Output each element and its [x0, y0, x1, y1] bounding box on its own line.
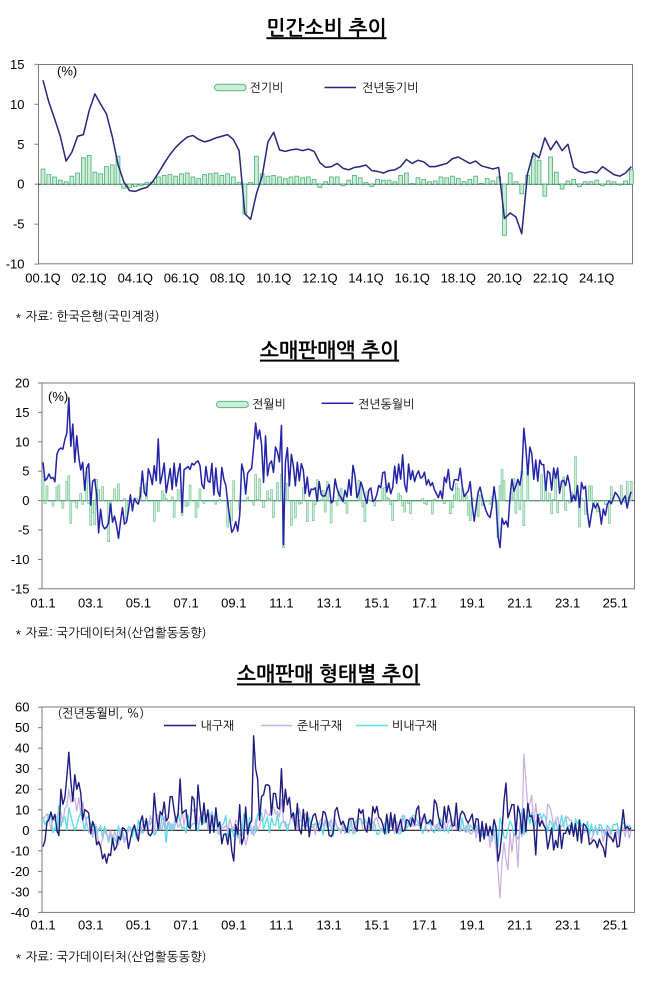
- svg-text:10: 10: [15, 802, 29, 817]
- svg-text:-40: -40: [11, 905, 30, 920]
- svg-text:23.1: 23.1: [555, 596, 580, 611]
- svg-text:14.1Q: 14.1Q: [348, 271, 383, 286]
- svg-text:19.1: 19.1: [460, 596, 485, 611]
- svg-text:22.1Q: 22.1Q: [533, 271, 568, 286]
- svg-text:05.1: 05.1: [126, 596, 151, 611]
- svg-text:5: 5: [22, 464, 29, 479]
- svg-text:-15: -15: [11, 581, 30, 596]
- svg-text:02.1Q: 02.1Q: [71, 271, 106, 286]
- svg-text:07.1: 07.1: [173, 918, 198, 933]
- svg-text:50: 50: [15, 720, 29, 735]
- svg-text:13.1: 13.1: [316, 918, 341, 933]
- svg-text:5: 5: [17, 137, 24, 152]
- svg-text:20: 20: [15, 376, 29, 391]
- svg-text:21.1: 21.1: [507, 918, 532, 933]
- svg-text:30: 30: [15, 761, 29, 776]
- svg-text:-10: -10: [6, 257, 25, 272]
- svg-text:0: 0: [22, 823, 29, 838]
- svg-text:07.1: 07.1: [173, 596, 198, 611]
- svg-text:17.1: 17.1: [412, 918, 437, 933]
- svg-text:13.1: 13.1: [316, 596, 341, 611]
- svg-text:23.1: 23.1: [555, 918, 580, 933]
- svg-text:16.1Q: 16.1Q: [394, 271, 429, 286]
- svg-text:03.1: 03.1: [78, 918, 103, 933]
- svg-text:18.1Q: 18.1Q: [441, 271, 476, 286]
- svg-text:25.1: 25.1: [603, 596, 628, 611]
- svg-text:09.1: 09.1: [221, 596, 246, 611]
- svg-text:10.1Q: 10.1Q: [256, 271, 291, 286]
- svg-text:-20: -20: [11, 864, 30, 879]
- svg-text:25.1: 25.1: [603, 918, 628, 933]
- svg-text:60: 60: [15, 700, 29, 715]
- svg-text:03.1: 03.1: [78, 596, 103, 611]
- svg-text:11.1: 11.1: [269, 918, 293, 933]
- svg-text:15: 15: [10, 57, 24, 72]
- svg-text:01.1: 01.1: [30, 596, 55, 611]
- svg-text:-5: -5: [18, 523, 30, 538]
- svg-text:24.1Q: 24.1Q: [579, 271, 614, 286]
- svg-text:00.1Q: 00.1Q: [25, 271, 60, 286]
- svg-text:-10: -10: [11, 552, 30, 567]
- svg-text:15: 15: [15, 405, 29, 420]
- svg-text:20.1Q: 20.1Q: [487, 271, 522, 286]
- svg-text:15.1: 15.1: [364, 596, 389, 611]
- svg-text:01.1: 01.1: [30, 918, 55, 933]
- svg-text:05.1: 05.1: [126, 918, 151, 933]
- svg-text:17.1: 17.1: [412, 596, 437, 611]
- svg-text:(%): (%): [57, 64, 77, 79]
- svg-text:-10: -10: [11, 843, 30, 858]
- svg-text:40: 40: [15, 741, 29, 756]
- svg-text:20: 20: [15, 782, 29, 797]
- svg-text:04.1Q: 04.1Q: [118, 271, 153, 286]
- svg-text:08.1Q: 08.1Q: [210, 271, 245, 286]
- svg-text:-5: -5: [13, 217, 25, 232]
- svg-text:0: 0: [17, 177, 24, 192]
- svg-text:10: 10: [15, 434, 29, 449]
- svg-text:(%): (%): [48, 389, 68, 404]
- svg-text:19.1: 19.1: [460, 918, 485, 933]
- svg-text:15.1: 15.1: [364, 918, 389, 933]
- svg-text:11.1: 11.1: [269, 596, 293, 611]
- svg-text:21.1: 21.1: [507, 596, 532, 611]
- svg-text:06.1Q: 06.1Q: [164, 271, 199, 286]
- svg-text:-30: -30: [11, 884, 30, 899]
- svg-text:12.1Q: 12.1Q: [302, 271, 337, 286]
- svg-text:0: 0: [22, 493, 29, 508]
- svg-text:09.1: 09.1: [221, 918, 246, 933]
- svg-text:10: 10: [10, 97, 24, 112]
